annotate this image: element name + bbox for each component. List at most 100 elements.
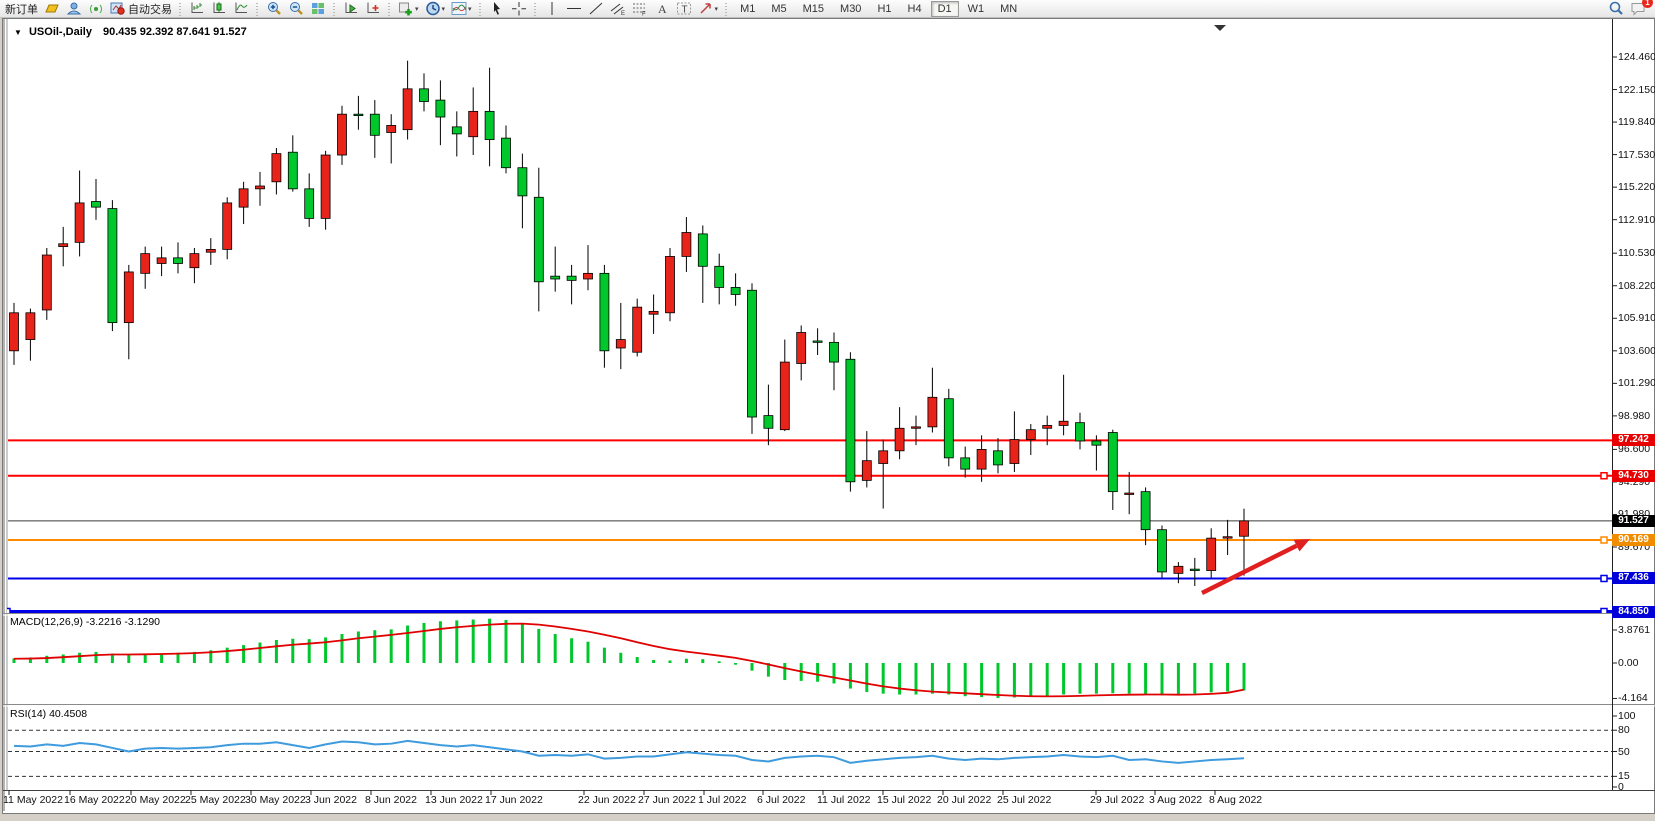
toolbar-separator: [254, 1, 261, 16]
candlestick-chart-icon[interactable]: [208, 1, 230, 17]
horizontal-line-icon[interactable]: [563, 1, 585, 17]
axis-tick-label: 101.290: [1618, 377, 1655, 390]
toolbar-separator: [531, 1, 539, 16]
axis-tick-label: 119.840: [1618, 116, 1655, 129]
notifications-icon[interactable]: 1: [1627, 0, 1653, 17]
line-chart-icon[interactable]: [230, 1, 252, 17]
axis-tick-label: 103.600: [1618, 344, 1655, 357]
trend-line-icon[interactable]: [585, 1, 607, 17]
date-tick-label: 3 Jun 2022: [305, 794, 357, 806]
bar-chart-icon[interactable]: [186, 1, 208, 17]
date-tick-label: 15 Jul 2022: [877, 794, 932, 806]
new-order-button[interactable]: 新订单: [5, 3, 38, 16]
chart-shift-icon[interactable]: [362, 1, 384, 17]
date-tick-label: 6 Jul 2022: [757, 794, 806, 806]
date-tick-label: 16 May 2022: [64, 794, 125, 806]
chart-title: ▼ USOil-,Daily 90.435 92.392 87.641 91.5…: [14, 26, 247, 38]
date-tick-label: 29 Jul 2022: [1090, 794, 1145, 806]
axis-tick-label: -4.164: [1618, 692, 1648, 705]
axis-tick-label: 50: [1618, 745, 1630, 758]
axis-tick-label: 124.460: [1618, 51, 1655, 63]
svg-text:A: A: [658, 2, 667, 16]
profile-icon[interactable]: [63, 1, 85, 17]
toolbar-separator: [476, 1, 484, 16]
tile-windows-icon[interactable]: [307, 1, 329, 17]
date-tick-label: 1 Jul 2022: [698, 794, 747, 806]
add-indicator-icon[interactable]: ▾: [395, 1, 422, 17]
arrows-icon[interactable]: ▾: [695, 1, 722, 17]
date-tick-label: 27 Jun 2022: [638, 794, 696, 806]
date-tick-label: 25 Jul 2022: [997, 794, 1052, 806]
date-tick-label: 8 Aug 2022: [1209, 794, 1263, 806]
date-tick-label: 17 Jun 2022: [485, 794, 543, 806]
timeframe-M30[interactable]: M30: [840, 2, 862, 15]
symbol-period-label: USOil-,Daily: [28, 26, 92, 38]
zoom-in-icon[interactable]: [263, 1, 285, 17]
timeframe-M5[interactable]: M5: [771, 2, 787, 15]
period-clock-icon[interactable]: ▾: [422, 1, 449, 17]
cursor-icon[interactable]: [486, 1, 508, 17]
price-level-tag: 84.850: [1612, 605, 1655, 618]
timeframe-M1[interactable]: M1: [740, 2, 756, 15]
date-tick-label: 3 Aug 2022: [1149, 794, 1203, 806]
date-tick-label: 22 Jun 2022: [578, 794, 636, 806]
axis-tick-label: 0: [1618, 781, 1624, 793]
toolbar: 新订单 自动交易 ▾ ▾ ▾ E F A T ▾ M1 M5 M15 M30 H1 H4 D1 W1 MN 1: [0, 0, 1655, 18]
toolbar-buttons: 新订单 自动交易 ▾ ▾ ▾ E F A T ▾ M1 M5 M15 M30 H1 H4 D1 W1 MN: [0, 0, 1025, 17]
timeframe-H4[interactable]: H4: [907, 2, 922, 15]
date-tick-label: 13 Jun 2022: [425, 794, 483, 806]
auto-scroll-icon[interactable]: [340, 1, 362, 17]
rsi-indicator-label: RSI(14) 40.4508: [10, 708, 88, 720]
date-tick-label: 25 May 2022: [185, 794, 246, 806]
toolbar-separator: [331, 1, 338, 16]
price-level-tag: 87.436: [1612, 572, 1655, 585]
axis-tick-label: 105.910: [1618, 312, 1655, 325]
axis-tick-label: 80: [1618, 724, 1630, 737]
zoom-out-icon[interactable]: [285, 1, 307, 17]
crosshair-icon[interactable]: [508, 1, 530, 17]
toolbar-separator: [386, 1, 393, 16]
price-level-tag: 91.527: [1612, 514, 1655, 527]
toolbar-separator: [723, 1, 731, 16]
macd-indicator-label: MACD(12,26,9) -3.2216 -3.1290: [10, 616, 160, 628]
axis-tick-label: 117.530: [1618, 148, 1655, 161]
axis-tick-label: 115.220: [1618, 181, 1655, 194]
template-icon[interactable]: ▾: [448, 1, 475, 17]
axis-tick-label: 112.910: [1618, 213, 1655, 226]
axis-tick-label: 100: [1618, 710, 1636, 722]
date-tick-label: 30 May 2022: [245, 794, 306, 806]
notification-badge: 1: [1642, 0, 1653, 8]
timeframe-D1[interactable]: D1: [930, 0, 959, 17]
date-tick-label: 11 May 2022: [3, 794, 63, 806]
date-tick-label: 20 Jul 2022: [937, 794, 992, 806]
gold-ingot-icon[interactable]: [41, 1, 63, 17]
chevron-down-icon[interactable]: ▼: [14, 28, 22, 37]
axis-tick-label: 122.150: [1618, 83, 1655, 96]
axis-tick-label: 98.980: [1618, 409, 1651, 422]
price-level-tag: 97.242: [1612, 434, 1655, 447]
axis-tick-label: 108.220: [1618, 279, 1655, 292]
fibonacci-icon[interactable]: F: [629, 1, 651, 17]
toolbar-right: 1: [1605, 0, 1655, 17]
price-level-tag: 90.169: [1612, 533, 1655, 546]
axis-tick-label: 3.8761: [1618, 623, 1651, 636]
autotrading-button[interactable]: 自动交易: [107, 1, 175, 17]
text-icon[interactable]: A: [651, 1, 673, 17]
ohlc-values: 90.435 92.392 87.641 91.527: [103, 26, 247, 38]
vertical-line-icon[interactable]: [541, 1, 563, 17]
equidistant-channel-icon[interactable]: E: [607, 1, 629, 17]
date-tick-label: 8 Jun 2022: [365, 794, 417, 806]
price-level-tag: 94.730: [1612, 469, 1655, 482]
timeframe-W1[interactable]: W1: [967, 2, 985, 15]
timeframe-M15[interactable]: M15: [802, 2, 825, 15]
text-label-icon[interactable]: T: [673, 1, 695, 17]
chart-window[interactable]: [2, 18, 1655, 814]
date-tick-label: 11 Jul 2022: [817, 794, 871, 806]
timeframe-MN[interactable]: MN: [1000, 2, 1018, 15]
svg-text:F: F: [642, 12, 646, 17]
axis-tick-label: 96.600: [1618, 443, 1651, 456]
signal-icon[interactable]: [85, 1, 107, 17]
timeframe-H1[interactable]: H1: [877, 2, 892, 15]
search-icon[interactable]: [1605, 1, 1627, 17]
svg-text:E: E: [621, 11, 625, 16]
